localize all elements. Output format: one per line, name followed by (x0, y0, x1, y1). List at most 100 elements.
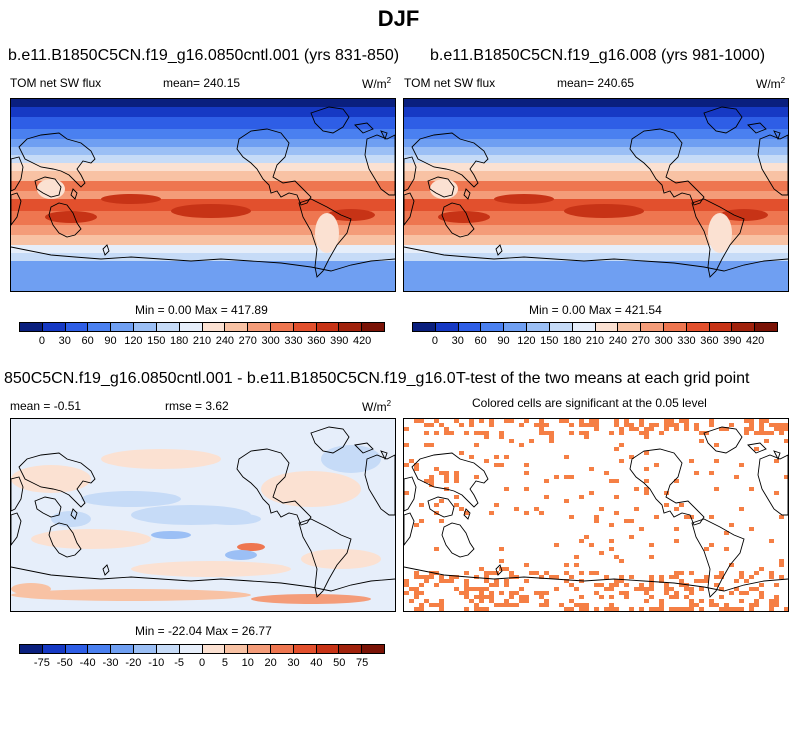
colorbar-label: 150 (540, 335, 559, 347)
colorbar-label: 20 (264, 657, 277, 669)
colorbar-swatch (20, 645, 43, 653)
colorbar-label: -20 (125, 657, 142, 669)
colorbar-swatch (156, 323, 180, 331)
colorbar-label: 330 (677, 335, 696, 347)
colorbar-swatch (527, 323, 550, 331)
colorbar-swatch (248, 645, 271, 653)
colorbar-label: -5 (174, 657, 185, 669)
colorbar-swatch (316, 645, 340, 653)
colorbar-swatch (362, 645, 384, 653)
colorbar-swatch (504, 323, 528, 331)
colorbar-swatch (755, 323, 777, 331)
colorbar-label: 390 (330, 335, 349, 347)
colorbar-swatch (413, 323, 436, 331)
colorbar-swatch (65, 645, 89, 653)
colorbar-swatch (20, 323, 43, 331)
panel1-variable: TOM net SW flux (10, 76, 102, 90)
panel1-colorbar (19, 322, 385, 332)
colorbar-label: 420 (352, 335, 372, 347)
panel3-rmse: rmse = 3.62 (165, 399, 229, 413)
colorbar-swatch (435, 323, 459, 331)
panel1-minmax: Min = 0.00 Max = 417.89 (135, 303, 268, 317)
panel2-minmax: Min = 0.00 Max = 421.54 (529, 303, 662, 317)
colorbar-label: 300 (261, 335, 280, 347)
colorbar-swatch (111, 323, 135, 331)
panel2-variable: TOM net SW flux (404, 76, 496, 90)
colorbar-swatch (248, 323, 271, 331)
colorbar-label: -40 (79, 657, 96, 669)
colorbar-swatch (270, 645, 294, 653)
colorbar-label: 0 (38, 335, 45, 347)
colorbar-label: 210 (192, 335, 212, 347)
colorbar-swatch (88, 645, 112, 653)
colorbar-label: 0 (198, 657, 206, 669)
panel3-title: 850C5CN.f19_g16.0850cntl.001 - b.e11.B18… (4, 370, 456, 387)
colorbar-label: 300 (654, 335, 673, 347)
colorbar-label: 330 (284, 335, 303, 347)
panel2-colorbar (412, 322, 778, 332)
colorbar-label: 30 (451, 335, 464, 347)
colorbar-label: 120 (124, 335, 143, 347)
colorbar-label: -30 (102, 657, 119, 669)
colorbar-swatch (156, 645, 180, 653)
colorbar-label: 390 (723, 335, 742, 347)
colorbar-swatch (663, 323, 687, 331)
colorbar-swatch (732, 323, 756, 331)
panel1-map (10, 98, 396, 292)
colorbar-label: 270 (238, 335, 257, 347)
panel1-units: W/m2 (362, 76, 392, 91)
colorbar-label: 240 (215, 335, 235, 347)
panel4-subtitle: Colored cells are significant at the 0.0… (472, 396, 707, 410)
panel3-mean: mean = -0.51 (10, 399, 82, 413)
colorbar-swatch (134, 645, 157, 653)
panel4-map (403, 418, 789, 612)
colorbar-label: 30 (58, 335, 71, 347)
colorbar-swatch (362, 323, 384, 331)
colorbar-label: 360 (700, 335, 719, 347)
colorbar-swatch (111, 645, 135, 653)
colorbar-swatch (339, 323, 363, 331)
colorbar-label: 50 (333, 657, 346, 669)
colorbar-label: -50 (56, 657, 73, 669)
colorbar-label: 210 (585, 335, 605, 347)
colorbar-swatch (179, 323, 203, 331)
panel2-title: b.e11.B1850C5CN.f19_g16.008 (yrs 981-100… (430, 47, 766, 64)
colorbar-label: 40 (310, 657, 323, 669)
colorbar-swatch (179, 645, 203, 653)
colorbar-swatch (572, 323, 596, 331)
colorbar-swatch (42, 323, 66, 331)
colorbar-swatch (458, 323, 482, 331)
panel3-colorbar (19, 644, 385, 654)
colorbar-swatch (88, 323, 112, 331)
panel2-map (403, 98, 789, 292)
colorbar-swatch (202, 323, 226, 331)
colorbar-label: 30 (287, 657, 300, 669)
colorbar-swatch (686, 323, 710, 331)
panel2-mean: mean= 240.65 (557, 76, 635, 90)
colorbar-label: 270 (631, 335, 650, 347)
colorbar-label: 75 (356, 657, 369, 669)
colorbar-label: 60 (81, 335, 94, 347)
colorbar-swatch (65, 323, 89, 331)
colorbar-swatch (595, 323, 619, 331)
panel1-mean: mean= 240.15 (163, 76, 241, 90)
panel3-map (10, 418, 396, 612)
colorbar-label: -10 (148, 657, 165, 669)
colorbar-swatch (225, 323, 249, 331)
colorbar-label: 360 (307, 335, 326, 347)
colorbar-label: 180 (169, 335, 189, 347)
colorbar-swatch (339, 645, 363, 653)
colorbar-swatch (42, 645, 66, 653)
colorbar-swatch (293, 645, 317, 653)
colorbar-swatch (641, 323, 664, 331)
colorbar-swatch (549, 323, 573, 331)
colorbar-swatch (481, 323, 505, 331)
colorbar-label: 120 (517, 335, 536, 347)
colorbar-swatch (134, 323, 157, 331)
colorbar-label: 0 (431, 335, 438, 347)
colorbar-label: 90 (104, 335, 117, 347)
colorbar-swatch (202, 645, 226, 653)
colorbar-label: 5 (221, 657, 228, 669)
colorbar-label: 180 (562, 335, 582, 347)
panel4-title: T-test of the two means at each grid poi… (456, 370, 750, 387)
